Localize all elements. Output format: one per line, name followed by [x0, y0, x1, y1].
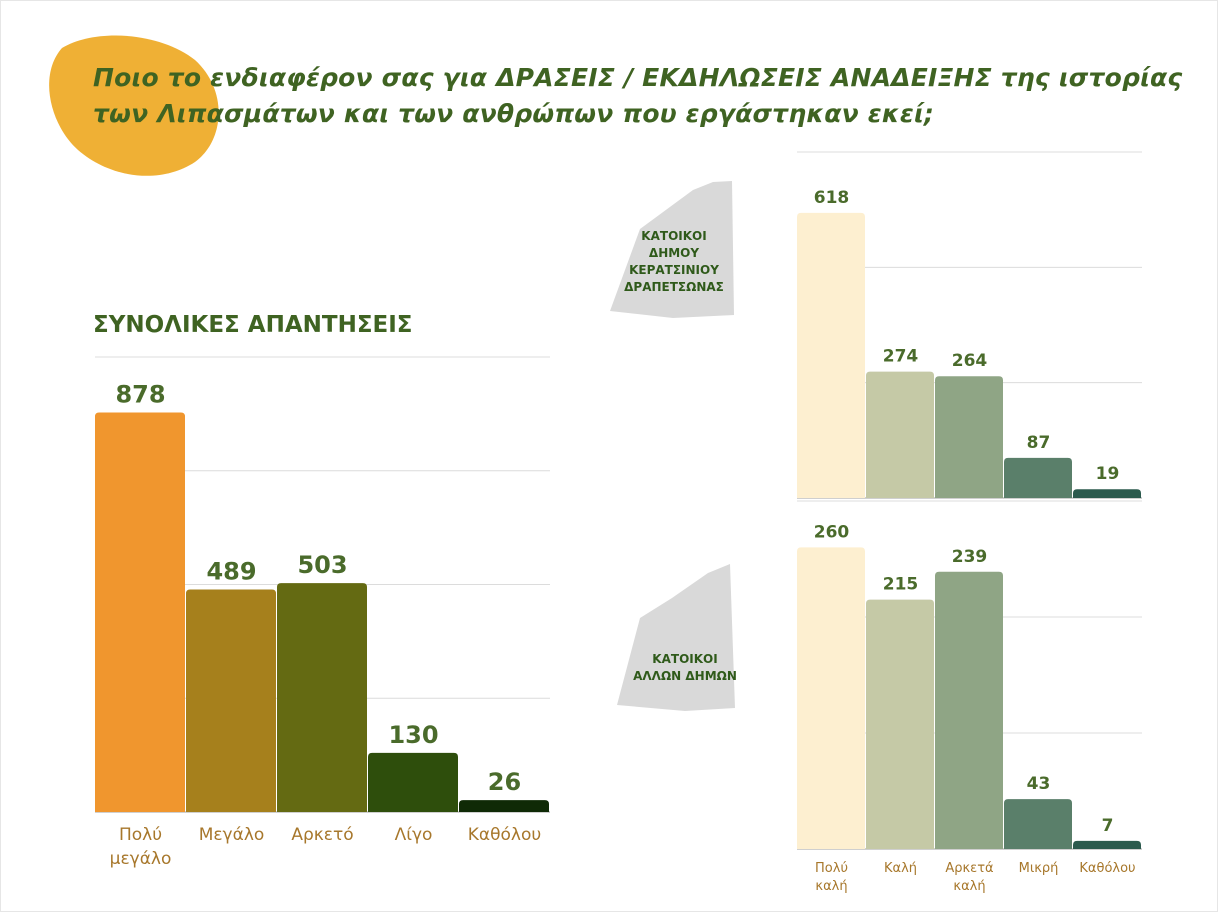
category-label: καλή — [953, 879, 985, 894]
title-line-1: Ποιο το ενδιαφέρον σας για ΔΡΑΣΕΙΣ / ΕΚΔ… — [93, 63, 1183, 92]
value-label: 878 — [115, 381, 165, 409]
group-label-line: ΑΛΛΩΝ ΔΗΜΩΝ — [633, 669, 737, 683]
category-label: Αρκετά — [945, 861, 993, 876]
category-label: Πολύ — [815, 861, 848, 876]
bar — [935, 376, 1003, 498]
value-label: 274 — [883, 347, 919, 367]
value-label: 43 — [1027, 774, 1051, 794]
group-label-keratsini: ΚΑΤΟΙΚΟΙ ΔΗΜΟΥ ΚΕΡΑΤΣΙΝΙΟΥ ΔΡΑΠΕΤΣΩΝΑΣ — [612, 228, 736, 296]
chart-other-municipalities: 260 Πολύ καλή 215 Καλή 239 Αρκετά καλή 43 Μικρή 7 Κ… — [797, 500, 1142, 894]
value-label: 7 — [1102, 816, 1114, 836]
total-chart-title: ΣΥΝΟΛΙΚΕΣ ΑΠΑΝΤΗΣΕΙΣ — [93, 312, 413, 338]
category-label: Καθόλου — [1079, 861, 1135, 876]
group-label-shape-other — [617, 564, 735, 711]
category-label: Καθόλου — [468, 825, 541, 845]
group-label-line: ΚΑΤΟΙΚΟΙ — [641, 229, 707, 243]
bar — [1073, 840, 1141, 849]
value-label: 130 — [388, 721, 438, 749]
bar — [95, 412, 185, 812]
category-label: Λίγο — [395, 825, 433, 845]
chart-total: 878 Πολύ μεγάλο 489 Μεγάλο 503 Αρκετό 130 Λίγο 26… — [95, 356, 550, 869]
value-label: 87 — [1027, 433, 1051, 453]
bar — [866, 599, 934, 849]
group-label-line: ΔΡΑΠΕΤΣΩΝΑΣ — [624, 280, 724, 294]
category-label: καλή — [815, 879, 847, 894]
group-label-line: ΚΑΤΟΙΚΟΙ — [652, 652, 718, 666]
bar — [866, 371, 934, 498]
chart-keratsini: 618 274 264 87 19 — [797, 151, 1142, 499]
page-title: Ποιο το ενδιαφέρον σας για ΔΡΑΣΕΙΣ / ΕΚΔ… — [93, 60, 1193, 132]
bar — [935, 571, 1003, 849]
bar — [186, 589, 276, 812]
group-label-line: ΔΗΜΟΥ — [648, 246, 700, 260]
bar — [1004, 457, 1072, 498]
category-label: Καλή — [884, 861, 917, 876]
category-label: Μικρή — [1019, 861, 1059, 876]
category-label: Μεγάλο — [199, 825, 265, 845]
value-label: 489 — [206, 558, 256, 586]
category-label: μεγάλο — [110, 849, 172, 869]
value-label: 239 — [952, 547, 988, 567]
bar — [277, 583, 367, 812]
value-label: 264 — [952, 351, 988, 371]
group-label-shape-keratsini — [610, 181, 734, 318]
category-label: Αρκετό — [291, 825, 353, 845]
group-label-line: ΚΕΡΑΤΣΙΝΙΟΥ — [629, 263, 719, 277]
bar — [1004, 799, 1072, 849]
bar — [797, 212, 865, 498]
bar — [797, 547, 865, 849]
value-label: 26 — [488, 768, 521, 796]
value-label: 19 — [1096, 464, 1120, 484]
value-label: 618 — [814, 188, 850, 208]
group-label-other: ΚΑΤΟΙΚΟΙ ΑΛΛΩΝ ΔΗΜΩΝ — [620, 651, 750, 685]
bar — [1073, 489, 1141, 498]
value-label: 503 — [297, 551, 347, 579]
value-label: 260 — [814, 522, 850, 542]
title-line-2: των Λιπασμάτων και των ανθρώπων που εργά… — [93, 99, 935, 128]
bar — [368, 752, 458, 812]
bar — [459, 800, 549, 812]
value-label: 215 — [883, 575, 919, 595]
category-label: Πολύ — [119, 825, 162, 845]
orange-blob-decoration — [49, 35, 219, 176]
